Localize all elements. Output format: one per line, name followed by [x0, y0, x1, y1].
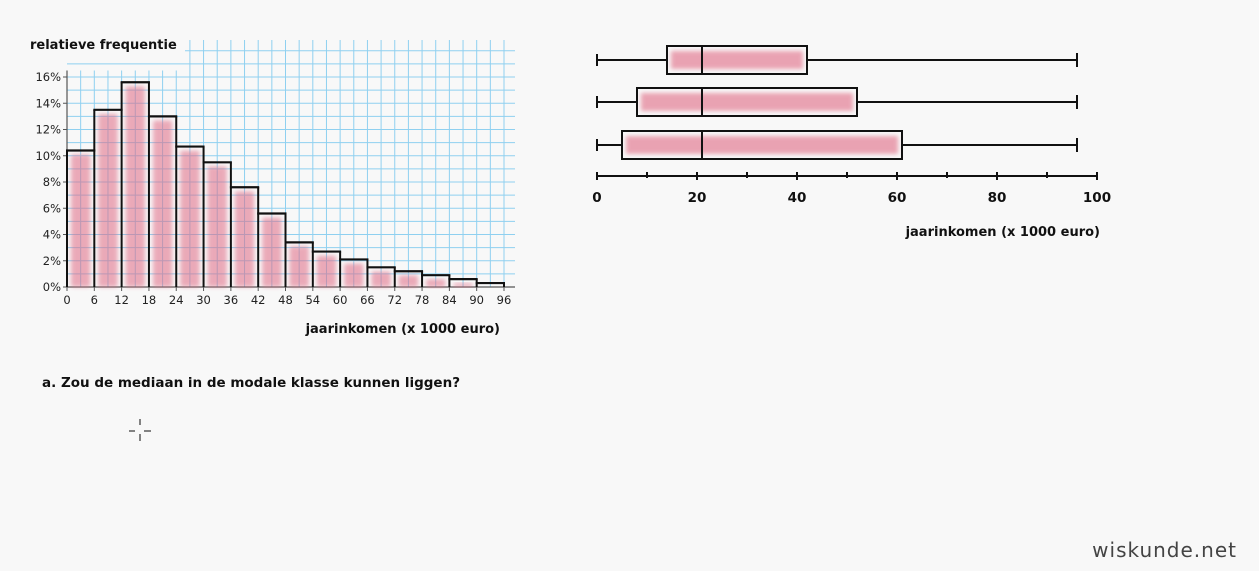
bar-highlight	[180, 150, 200, 287]
histogram-highlights	[71, 86, 473, 287]
bar-highlight	[207, 166, 227, 287]
bar-highlight	[152, 120, 173, 287]
bar-highlight	[289, 246, 309, 287]
crosshair-cursor-icon	[129, 419, 151, 441]
y-tick-label: 8%	[43, 175, 61, 189]
bar-highlight	[344, 263, 364, 287]
y-tick-label: 14%	[35, 96, 61, 110]
boxplots: 0 20 40 60 80 100 jaarinkomen (x 1000 euro)	[592, 45, 1111, 240]
bar-highlight	[262, 217, 282, 287]
boxplot-x-axis-label: jaarinkomen (x 1000 euro)	[905, 225, 1100, 240]
y-tick-label: 12%	[35, 123, 61, 137]
box-highlight	[641, 93, 853, 111]
box-highlight	[671, 51, 803, 69]
y-tick-label: 2%	[43, 254, 61, 268]
question-text: a. Zou de mediaan in de modale klasse ku…	[42, 375, 461, 391]
x-tick-label: 12	[114, 293, 129, 307]
boxplot-tick-label: 20	[688, 190, 707, 206]
y-tick-label: 10%	[35, 149, 61, 163]
x-tick-label: 24	[169, 293, 184, 307]
y-tick-label: 4%	[43, 228, 61, 242]
bar-highlight	[316, 255, 337, 287]
histogram-bars	[66, 81, 505, 287]
x-tick-label: 36	[224, 293, 239, 307]
x-tick-label: 42	[251, 293, 266, 307]
histogram: relatieve frequentie 0% 2% 4% 6% 8% 10% 12% 14%…	[30, 38, 515, 337]
x-axis-label: jaarinkomen (x 1000 euro)	[305, 322, 500, 337]
box-highlight	[626, 136, 898, 154]
x-tick-label: 0	[63, 293, 70, 307]
boxplot-tick-label: 40	[788, 190, 807, 206]
x-tick-label: 78	[415, 293, 430, 307]
boxplot-tick-label: 0	[592, 190, 601, 206]
bar-highlight	[125, 86, 145, 287]
x-tick-label: 66	[360, 293, 375, 307]
boxplot-axis: 0 20 40 60 80 100	[592, 172, 1111, 206]
x-tick-label: 18	[142, 293, 157, 307]
boxplot-tick-label: 80	[988, 190, 1007, 206]
bar-highlight	[453, 283, 473, 287]
y-tick-labels: 0% 2% 4% 6% 8% 10% 12% 14% 16%	[35, 70, 61, 294]
bar-highlight	[398, 275, 419, 287]
y-axis-label: relatieve frequentie	[30, 38, 177, 53]
boxplot-group	[596, 45, 1078, 160]
y-tick-label: 6%	[43, 201, 61, 215]
boxplot-tick-label: 60	[888, 190, 907, 206]
x-tick-label: 84	[442, 293, 457, 307]
x-tick-label: 72	[387, 293, 402, 307]
x-tick-label: 54	[305, 293, 320, 307]
x-tick-label: 90	[469, 293, 484, 307]
y-tick-label: 16%	[35, 70, 61, 84]
bar-highlight	[71, 154, 91, 287]
y-tick-label: 0%	[43, 280, 61, 294]
x-tick-label: 6	[91, 293, 98, 307]
x-tick-label: 30	[196, 293, 211, 307]
x-tick-label: 48	[278, 293, 293, 307]
boxplot-tick-label: 100	[1083, 190, 1111, 206]
watermark: wiskunde.net	[1092, 538, 1237, 562]
bar-highlight	[426, 279, 446, 287]
bar-highlight	[371, 271, 391, 287]
x-tick-labels: 0 6 12 18 24 30 36 42 48 54 60 66 72 78 84 90 96	[63, 293, 511, 307]
bar-highlight	[98, 113, 118, 287]
bar-highlight	[234, 191, 255, 287]
x-tick-label: 60	[333, 293, 348, 307]
x-tick-label: 96	[497, 293, 512, 307]
